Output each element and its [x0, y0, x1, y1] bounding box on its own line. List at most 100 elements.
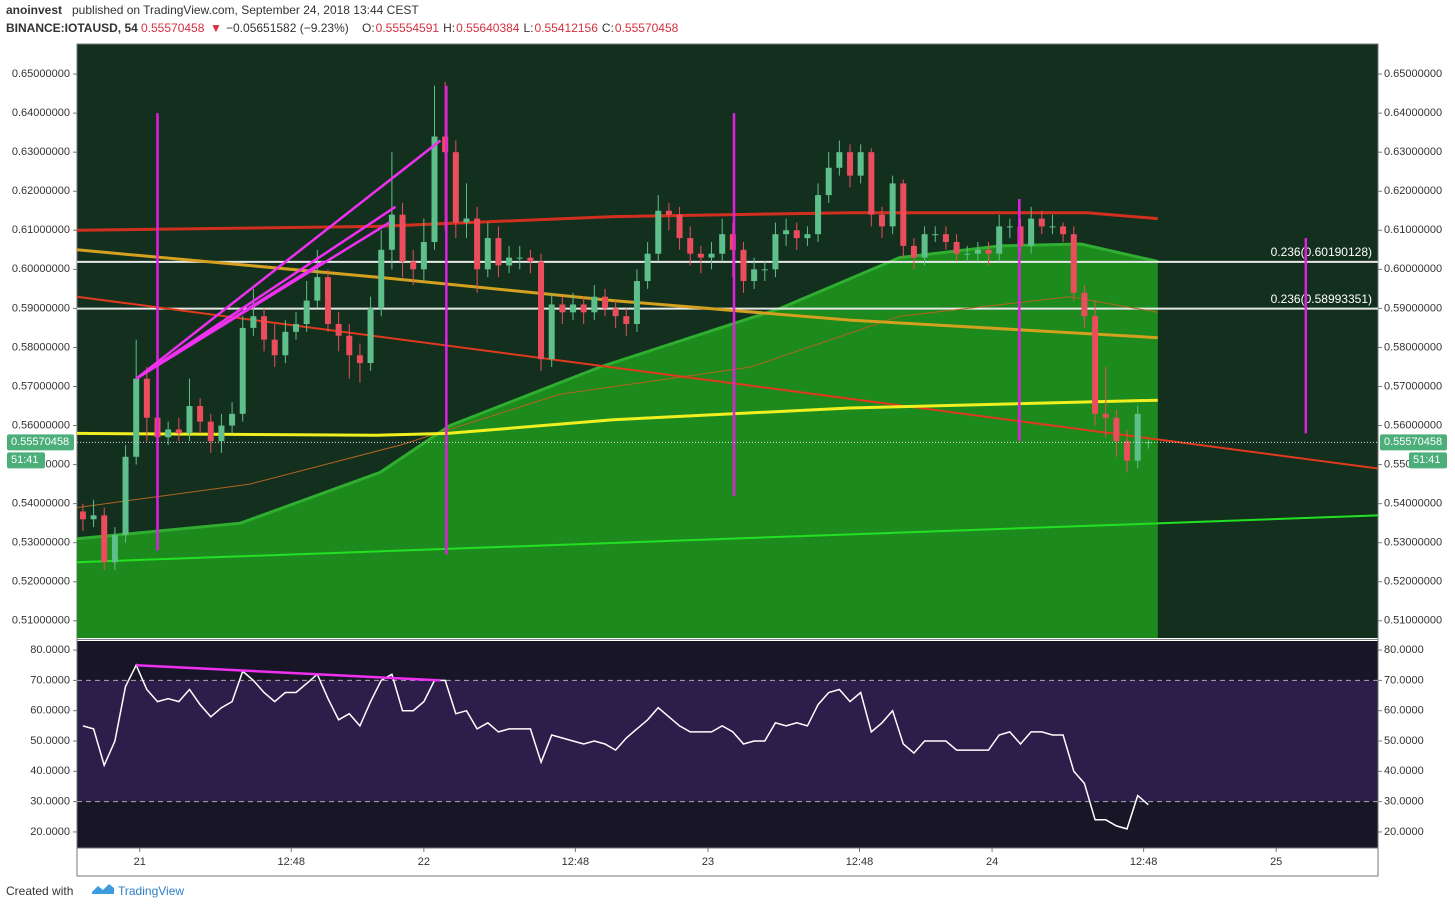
- author[interactable]: anoinvest: [6, 3, 62, 17]
- y-tick-label: 70.0000: [1384, 674, 1424, 686]
- candle-body: [218, 425, 225, 442]
- countdown-label: 51:41: [1413, 454, 1441, 466]
- candle-body: [559, 304, 566, 313]
- y-tick-label: 20.0000: [1384, 826, 1424, 838]
- candle-body: [293, 324, 300, 332]
- candle-body: [431, 136, 438, 242]
- candle-body: [783, 230, 790, 235]
- countdown-box: [7, 452, 45, 469]
- y-tick-label: 0.51000000: [12, 615, 70, 627]
- candle-body: [815, 195, 822, 235]
- y-tick-label: 0.57000000: [1384, 380, 1442, 392]
- countdown-label: 51:41: [11, 454, 39, 466]
- y-tick-label: 0.53000000: [1384, 537, 1442, 549]
- last: 0.55570458: [141, 21, 205, 35]
- candle-body: [868, 152, 875, 215]
- indicator-line: [76, 296, 1158, 509]
- y-tick-label: 0.53000000: [12, 537, 70, 549]
- candle-body: [847, 152, 854, 176]
- y-tick-label: 0.54000000: [1384, 498, 1442, 510]
- price-box: [7, 434, 74, 451]
- y-tick-label: 0.63000000: [1384, 146, 1442, 158]
- candle-body: [133, 378, 140, 457]
- candle-body: [1060, 226, 1067, 235]
- y-tick-label: 30.0000: [1384, 796, 1424, 808]
- y-tick-label: 0.58000000: [12, 341, 70, 353]
- candle-body: [601, 296, 608, 309]
- candle-body: [644, 253, 651, 282]
- y-tick-label: 0.59000000: [12, 302, 70, 314]
- y-tick-label: 0.59000000: [1384, 302, 1442, 314]
- candle-body: [1102, 413, 1109, 418]
- rsi-line: [82, 663, 1149, 830]
- x-tick-label: 24: [986, 856, 998, 868]
- y-tick-label: 80.0000: [1384, 644, 1424, 656]
- candle-body: [495, 238, 502, 266]
- indicator-line: [76, 211, 1158, 232]
- x-tick-label: 12:48: [846, 856, 874, 868]
- candle-body: [367, 308, 374, 364]
- candle-body: [761, 269, 768, 271]
- candle-body: [282, 331, 289, 356]
- axes: 0.51000000 0.51000000 0.52000000 0.52000000…: [7, 68, 1447, 877]
- y-tick-label: 0.51000000: [1384, 615, 1442, 627]
- candle-body: [548, 304, 555, 360]
- x-tick-label: 22: [418, 856, 430, 868]
- candle-body: [697, 253, 704, 258]
- ohlc-value: 0.55570458: [615, 21, 679, 35]
- candle-body: [388, 214, 395, 250]
- candle-body: [452, 152, 459, 223]
- candle-body: [964, 253, 971, 255]
- candle-body: [932, 234, 939, 236]
- y-tick-label: 0.60000000: [12, 263, 70, 275]
- drawing: [136, 663, 441, 682]
- y-tick-label: 0.61000000: [1384, 224, 1442, 236]
- candle-body: [1113, 417, 1120, 442]
- y-tick-label: 0.65000000: [12, 68, 70, 80]
- created-with: Created with: [6, 884, 73, 898]
- price-box-label: 0.55570458: [1384, 436, 1442, 448]
- ohlc-value: 0.55640384: [456, 21, 520, 35]
- rsi-band: [78, 680, 1377, 802]
- y-tick-label: 50.0000: [1384, 735, 1424, 747]
- candle-body: [356, 355, 363, 364]
- y-tick-label: 60.0000: [30, 705, 70, 717]
- candle-body: [165, 429, 172, 438]
- candle-body: [207, 421, 214, 442]
- candle-body: [250, 316, 257, 328]
- indicator-line: [76, 514, 1379, 564]
- candle-body: [186, 406, 193, 434]
- candle-body: [942, 234, 949, 242]
- candle-body: [836, 152, 843, 168]
- candle-body: [90, 515, 97, 520]
- fib-label: 0.236(0.60190128): [1271, 245, 1372, 259]
- y-tick-label: 0.64000000: [12, 107, 70, 119]
- candle-body: [314, 277, 321, 301]
- candle-body: [175, 429, 182, 434]
- brand[interactable]: TradingView: [118, 884, 184, 898]
- y-tick-label: 0.57000000: [12, 380, 70, 392]
- candle-body: [580, 304, 587, 313]
- y-tick-label: 0.61000000: [12, 224, 70, 236]
- candle-body: [857, 152, 864, 176]
- candle-body: [1049, 226, 1056, 228]
- candle-body: [708, 253, 715, 258]
- candle-body: [378, 249, 385, 309]
- y-tick-label: 50.0000: [30, 735, 70, 747]
- candle-body: [996, 226, 1003, 254]
- drawing: [135, 205, 397, 380]
- candle-body: [655, 210, 662, 254]
- y-tick-label: 0.60000000: [1384, 263, 1442, 275]
- change: −0.05651582 (−9.23%): [226, 21, 349, 35]
- y-tick-label: 0.52000000: [1384, 576, 1442, 588]
- candle-body: [804, 234, 811, 239]
- ma-area-fill: [77, 244, 1158, 638]
- rsi-pane: [77, 663, 1378, 830]
- y-tick-label: 40.0000: [1384, 765, 1424, 777]
- indicator-line: [76, 398, 1158, 437]
- candle-body: [910, 245, 917, 258]
- candle-body: [1124, 441, 1131, 461]
- candle-body: [974, 249, 981, 254]
- y-tick-label: 0.52000000: [12, 576, 70, 588]
